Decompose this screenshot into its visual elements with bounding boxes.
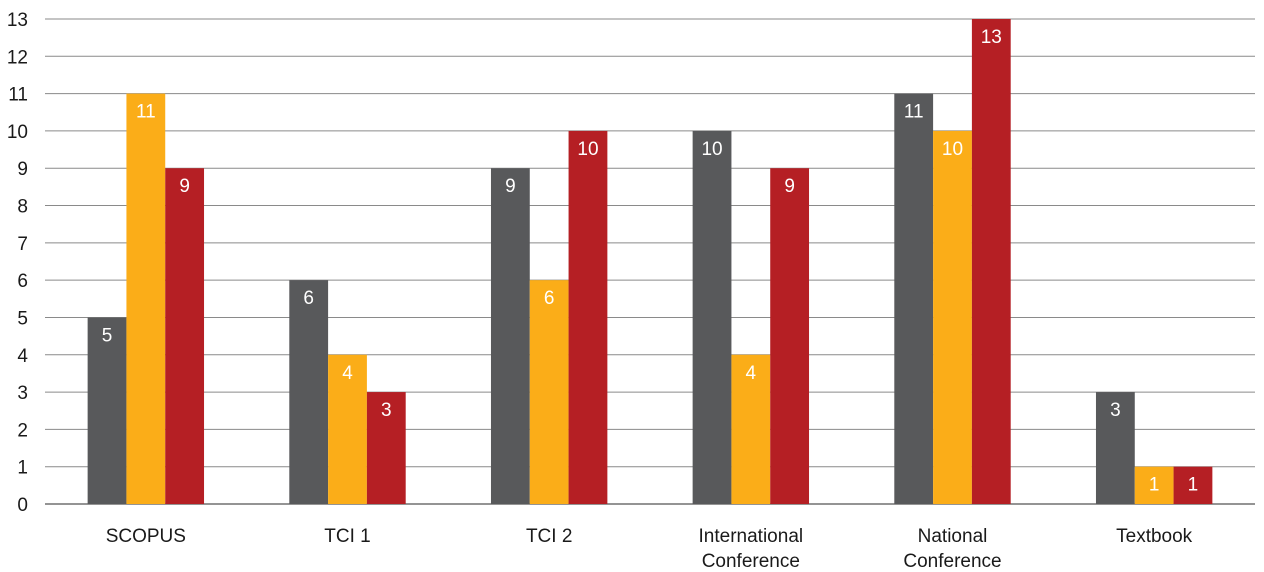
y-tick-label: 8 [17,197,28,218]
y-tick-label: 13 [7,10,28,31]
data-label: 11 [904,102,924,123]
y-tick-label: 9 [17,159,28,180]
data-label: 1 [1188,475,1199,496]
y-tick-label: 11 [8,85,28,106]
bar [933,130,972,504]
grid-lines [45,18,1255,505]
category-label: National [918,526,988,547]
bar [529,280,569,504]
y-tick-label: 1 [17,458,28,479]
data-label: 10 [701,139,722,160]
y-tick-label: 5 [17,308,28,329]
category-label: Conference [903,551,1001,572]
y-tick-label: 2 [17,420,28,441]
category-label: Textbook [1116,526,1193,547]
data-label: 4 [746,363,757,384]
bar [87,317,127,504]
data-label: 9 [784,176,795,197]
category-label: International [699,526,804,547]
category-label: SCOPUS [106,526,186,547]
bar [894,93,934,504]
data-label: 9 [179,176,190,197]
data-label: 1 [1149,475,1160,496]
data-label: 4 [342,363,353,384]
bar [731,354,771,504]
y-tick-label: 6 [17,271,28,292]
y-tick-label: 3 [17,383,28,404]
data-label: 10 [577,139,598,160]
y-tick-label: 4 [17,346,28,367]
bar [328,354,367,504]
category-label: TCI 1 [324,526,370,547]
data-label: 11 [136,102,156,123]
data-label: 3 [1110,400,1121,421]
bar [490,168,530,504]
data-label: 6 [303,288,314,309]
y-tick-label: 7 [17,234,28,255]
x-axis: SCOPUS TCI 1 TCI 2 International Conference N… [106,526,1193,572]
bar [165,168,205,504]
bar [770,168,810,504]
bar [971,19,1011,504]
category-label: TCI 2 [526,526,572,547]
data-label: 13 [981,27,1002,48]
bar [568,130,608,504]
bar [692,130,732,504]
bar [289,280,329,504]
bar [366,392,406,504]
data-label: 5 [102,325,113,346]
bar [1095,392,1135,504]
y-tick-label: 12 [7,47,28,68]
bar [1173,466,1213,504]
category-label: Conference [702,551,800,572]
y-tick-label: 10 [7,122,28,143]
data-label: 6 [544,288,555,309]
bar [1134,466,1174,504]
data-label: 10 [942,139,963,160]
y-tick-label: 0 [17,495,28,516]
data-label: 3 [381,400,392,421]
bar [126,93,166,504]
data-label: 9 [505,176,516,197]
